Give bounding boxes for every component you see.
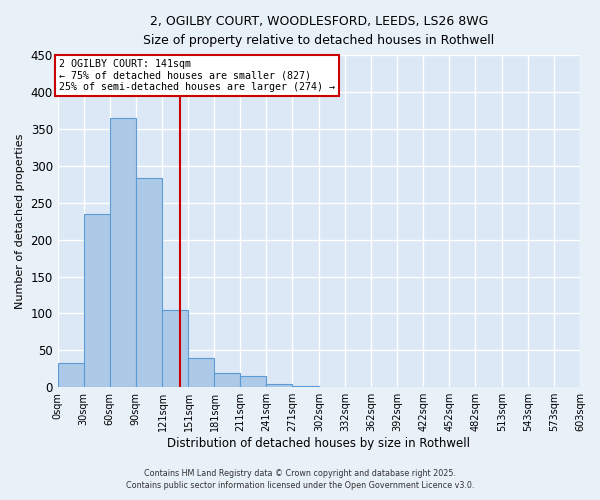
X-axis label: Distribution of detached houses by size in Rothwell: Distribution of detached houses by size … <box>167 437 470 450</box>
Bar <box>58 363 83 387</box>
Bar <box>214 373 241 387</box>
Bar <box>136 178 163 387</box>
Bar <box>188 358 214 387</box>
Text: 2 OGILBY COURT: 141sqm
← 75% of detached houses are smaller (827)
25% of semi-de: 2 OGILBY COURT: 141sqm ← 75% of detached… <box>59 59 335 92</box>
Bar <box>110 118 136 387</box>
Y-axis label: Number of detached properties: Number of detached properties <box>15 134 25 309</box>
Bar <box>266 384 292 387</box>
Text: Contains HM Land Registry data © Crown copyright and database right 2025.
Contai: Contains HM Land Registry data © Crown c… <box>126 468 474 490</box>
Bar <box>83 214 110 387</box>
Bar <box>163 310 188 387</box>
Bar <box>241 376 266 387</box>
Title: 2, OGILBY COURT, WOODLESFORD, LEEDS, LS26 8WG
Size of property relative to detac: 2, OGILBY COURT, WOODLESFORD, LEEDS, LS2… <box>143 15 494 47</box>
Bar <box>292 386 319 387</box>
